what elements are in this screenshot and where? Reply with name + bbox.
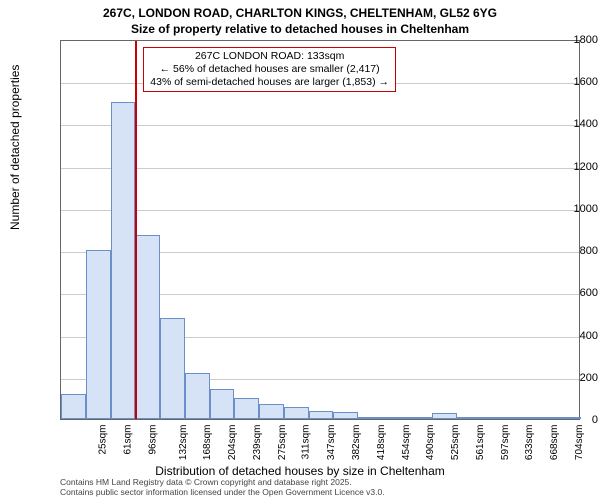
- gridline: [61, 125, 579, 126]
- histogram-bar: [507, 417, 532, 419]
- x-tick: 61sqm: [123, 425, 134, 455]
- chart-title-address: 267C, LONDON ROAD, CHARLTON KINGS, CHELT…: [0, 6, 600, 20]
- y-tick: 200: [542, 372, 598, 384]
- chart-footer: Contains HM Land Registry data © Crown c…: [60, 478, 590, 498]
- x-tick: 347sqm: [326, 425, 337, 461]
- x-tick: 311sqm: [301, 425, 312, 460]
- histogram-bar: [383, 417, 408, 419]
- property-size-chart: 267C, LONDON ROAD, CHARLTON KINGS, CHELT…: [0, 0, 600, 500]
- gridline: [61, 210, 579, 211]
- x-tick: 704sqm: [574, 425, 585, 461]
- histogram-bar: [482, 417, 507, 419]
- footer-copyright-2: Contains public sector information licen…: [60, 488, 590, 498]
- gridline: [61, 168, 579, 169]
- histogram-bar: [61, 394, 86, 419]
- histogram-bar: [86, 250, 111, 419]
- histogram-bar: [210, 389, 235, 419]
- histogram-bar: [408, 417, 433, 419]
- annotation-title: 267C LONDON ROAD: 133sqm: [150, 50, 389, 63]
- annotation-larger: 43% of semi-detached houses are larger (…: [150, 76, 389, 89]
- y-tick: 1800: [542, 34, 598, 46]
- annotation-smaller: ← 56% of detached houses are smaller (2,…: [150, 63, 389, 76]
- property-marker-line: [135, 41, 137, 419]
- histogram-bar: [185, 373, 210, 419]
- x-tick: 597sqm: [500, 425, 511, 461]
- chart-subtitle: Size of property relative to detached ho…: [0, 22, 600, 36]
- histogram-bar: [333, 412, 358, 419]
- histogram-bar: [358, 417, 383, 419]
- x-tick: 25sqm: [98, 425, 109, 455]
- y-tick: 0: [542, 414, 598, 426]
- y-tick: 800: [542, 245, 598, 257]
- x-tick: 490sqm: [425, 425, 436, 461]
- plot-area: 25sqm61sqm96sqm132sqm168sqm204sqm239sqm2…: [60, 40, 580, 420]
- histogram-bar: [432, 413, 457, 419]
- x-tick: 633sqm: [524, 425, 535, 461]
- histogram-bar: [160, 318, 185, 419]
- x-tick: 561sqm: [475, 425, 486, 461]
- x-tick: 418sqm: [376, 425, 387, 461]
- x-tick: 382sqm: [351, 425, 362, 461]
- histogram-bar: [309, 411, 334, 419]
- y-tick: 1200: [542, 161, 598, 173]
- y-tick: 1000: [542, 203, 598, 215]
- x-tick: 168sqm: [203, 425, 214, 461]
- y-axis-label: Number of detached properties: [8, 65, 22, 230]
- x-tick: 275sqm: [277, 425, 288, 461]
- histogram-bar: [234, 398, 259, 419]
- histogram-bar: [457, 417, 482, 419]
- histogram-bar: [135, 235, 160, 419]
- histogram-bar: [111, 102, 136, 419]
- x-tick: 454sqm: [401, 425, 412, 461]
- property-annotation: 267C LONDON ROAD: 133sqm← 56% of detache…: [143, 47, 396, 92]
- y-tick: 1600: [542, 76, 598, 88]
- y-tick: 400: [542, 330, 598, 342]
- histogram-bar: [259, 404, 284, 419]
- x-tick: 132sqm: [178, 425, 189, 461]
- y-tick: 1400: [542, 118, 598, 130]
- x-tick: 204sqm: [227, 425, 238, 461]
- x-tick: 239sqm: [252, 425, 263, 461]
- y-tick: 600: [542, 287, 598, 299]
- histogram-bar: [284, 407, 309, 419]
- x-tick: 668sqm: [549, 425, 560, 461]
- x-tick: 96sqm: [147, 425, 158, 455]
- x-axis-label: Distribution of detached houses by size …: [0, 464, 600, 478]
- x-tick: 525sqm: [450, 425, 461, 461]
